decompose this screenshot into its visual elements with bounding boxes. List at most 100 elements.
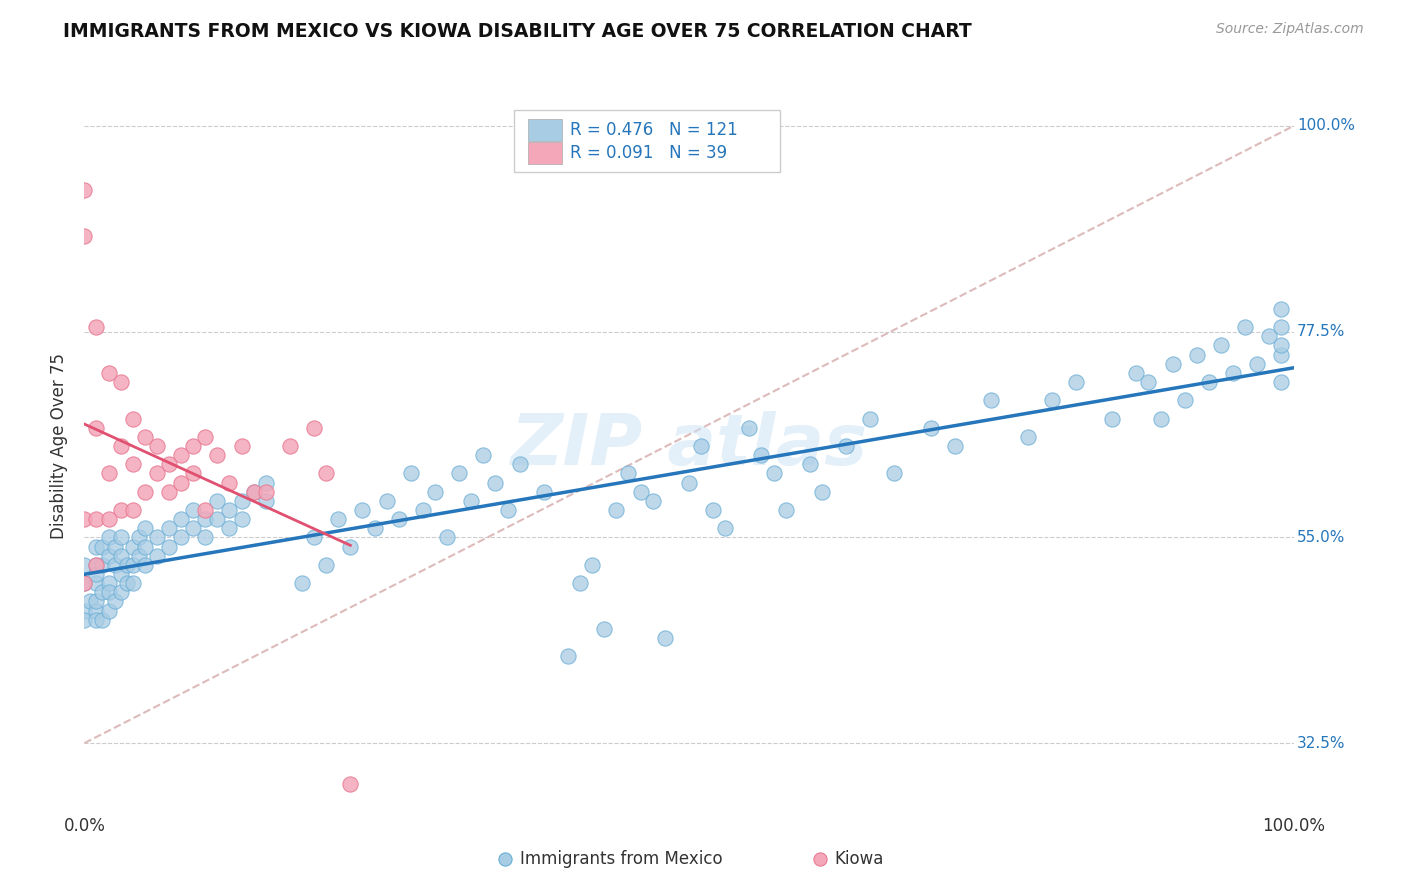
Point [104, 540, 127, 554]
Point [97, 512, 120, 526]
Point [1040, 393, 1063, 408]
Point [1017, 430, 1039, 444]
Point [86, 420, 108, 434]
Point [883, 467, 905, 481]
Point [1270, 375, 1292, 389]
Point [134, 540, 156, 554]
Point [181, 503, 204, 517]
Point [1209, 338, 1232, 352]
Point [218, 503, 240, 517]
Point [484, 475, 506, 490]
Text: 100.0%: 100.0% [1298, 119, 1355, 134]
Point [86, 576, 108, 591]
Point [436, 530, 458, 544]
Point [194, 530, 217, 544]
Text: 32.5%: 32.5% [1298, 736, 1346, 751]
Text: Source: ZipAtlas.com: Source: ZipAtlas.com [1216, 22, 1364, 37]
Point [1125, 366, 1147, 380]
Text: ZIP atlas: ZIP atlas [510, 411, 868, 481]
Point [97, 467, 120, 481]
Point [231, 494, 253, 508]
Point [242, 484, 264, 499]
Text: 77.5%: 77.5% [1298, 324, 1346, 339]
Point [315, 467, 337, 481]
Point [738, 420, 761, 434]
Point [121, 458, 143, 472]
Bar [529, 143, 562, 164]
Point [79, 594, 101, 608]
Point [73, 228, 96, 243]
Point [363, 521, 385, 535]
Point [91, 585, 114, 599]
Point [714, 521, 737, 535]
Point [654, 631, 676, 645]
Point [678, 475, 700, 490]
Point [97, 366, 120, 380]
Text: R = 0.091   N = 39: R = 0.091 N = 39 [571, 145, 727, 162]
Point [97, 604, 120, 618]
Point [533, 484, 555, 499]
Point [86, 558, 108, 572]
Point [339, 540, 361, 554]
Point [104, 558, 127, 572]
Point [1270, 320, 1292, 334]
Point [86, 567, 108, 582]
Point [399, 467, 422, 481]
Point [73, 576, 96, 591]
Point [194, 512, 217, 526]
Point [254, 494, 277, 508]
Point [811, 484, 834, 499]
Point [641, 494, 664, 508]
Point [157, 458, 180, 472]
Point [1258, 329, 1281, 343]
Point [134, 558, 156, 572]
Point [86, 558, 108, 572]
Point [775, 503, 797, 517]
Point [593, 622, 616, 636]
Point [315, 558, 337, 572]
Bar [529, 119, 562, 141]
Point [460, 494, 482, 508]
Point [104, 594, 127, 608]
Point [1174, 393, 1197, 408]
Point [449, 467, 471, 481]
Point [278, 439, 301, 453]
Point [605, 503, 627, 517]
Point [194, 430, 217, 444]
Point [1064, 375, 1087, 389]
Point [1185, 348, 1208, 362]
Point [1161, 357, 1184, 371]
Point [181, 521, 204, 535]
Point [194, 503, 217, 517]
Point [146, 549, 169, 563]
Text: 55.0%: 55.0% [1298, 530, 1346, 545]
Point [630, 484, 652, 499]
Point [412, 503, 434, 517]
Point [128, 549, 150, 563]
Point [170, 475, 193, 490]
Point [1270, 301, 1292, 316]
Point [231, 512, 253, 526]
Point [388, 512, 411, 526]
Point [86, 613, 108, 627]
Point [1137, 375, 1160, 389]
Point [218, 475, 240, 490]
Point [146, 439, 169, 453]
Point [835, 439, 858, 453]
Point [86, 594, 108, 608]
Point [1234, 320, 1257, 334]
Bar [513, 110, 780, 171]
Point [73, 576, 96, 591]
Point [242, 484, 264, 499]
Point [1246, 357, 1268, 371]
Point [496, 503, 519, 517]
Point [73, 558, 96, 572]
Point [170, 512, 193, 526]
Point [157, 540, 180, 554]
Text: Kiowa: Kiowa [834, 850, 883, 868]
Point [254, 484, 277, 499]
Point [980, 393, 1002, 408]
Point [97, 585, 120, 599]
Point [121, 576, 143, 591]
Point [91, 558, 114, 572]
